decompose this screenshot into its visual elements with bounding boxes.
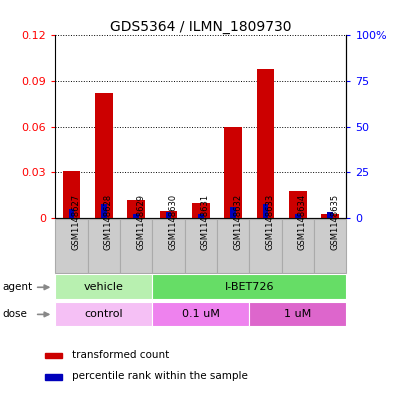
Text: GSM1148633: GSM1148633 xyxy=(265,194,274,250)
Text: GSM1148634: GSM1148634 xyxy=(297,194,306,250)
Bar xyxy=(198,213,203,218)
Text: GSM1148631: GSM1148631 xyxy=(200,194,209,250)
Text: GSM1148632: GSM1148632 xyxy=(233,194,242,250)
Text: GSM1148628: GSM1148628 xyxy=(103,194,112,250)
Text: 1 uM: 1 uM xyxy=(283,309,311,319)
Bar xyxy=(55,301,152,327)
Text: control: control xyxy=(84,309,123,319)
Bar xyxy=(133,213,139,218)
Bar xyxy=(294,213,300,218)
Title: GDS5364 / ILMN_1809730: GDS5364 / ILMN_1809730 xyxy=(110,20,291,34)
Bar xyxy=(326,212,333,218)
Text: GSM1148635: GSM1148635 xyxy=(330,194,339,250)
Text: 0.1 uM: 0.1 uM xyxy=(182,309,219,319)
Bar xyxy=(230,208,236,218)
Bar xyxy=(120,219,152,273)
Bar xyxy=(313,219,346,273)
Bar xyxy=(152,219,184,273)
Text: dose: dose xyxy=(2,309,27,319)
Text: percentile rank within the sample: percentile rank within the sample xyxy=(72,371,247,381)
Bar xyxy=(262,204,268,218)
Bar xyxy=(321,213,338,218)
Bar xyxy=(249,301,346,327)
Text: transformed count: transformed count xyxy=(72,350,169,360)
Text: GSM1148629: GSM1148629 xyxy=(136,194,145,250)
Bar xyxy=(55,274,152,299)
Bar xyxy=(159,211,177,218)
Bar xyxy=(55,219,88,273)
Bar xyxy=(101,204,106,218)
Bar xyxy=(45,353,62,358)
Bar xyxy=(224,127,242,218)
Bar xyxy=(95,93,112,218)
Text: GSM1148627: GSM1148627 xyxy=(71,194,80,250)
Bar xyxy=(152,274,346,299)
Bar xyxy=(165,212,171,218)
Text: agent: agent xyxy=(2,282,32,292)
Bar xyxy=(249,219,281,273)
Text: GSM1148630: GSM1148630 xyxy=(168,194,177,250)
Bar xyxy=(256,69,274,218)
Bar xyxy=(127,200,145,218)
Bar xyxy=(191,203,209,218)
Bar xyxy=(216,219,249,273)
Text: I-BET726: I-BET726 xyxy=(224,282,274,292)
Bar xyxy=(184,219,216,273)
Bar xyxy=(88,219,120,273)
Bar xyxy=(288,191,306,218)
Bar xyxy=(45,375,62,380)
Bar xyxy=(63,171,80,218)
Bar xyxy=(281,219,313,273)
Text: vehicle: vehicle xyxy=(84,282,124,292)
Bar xyxy=(68,209,74,218)
Bar xyxy=(152,301,249,327)
